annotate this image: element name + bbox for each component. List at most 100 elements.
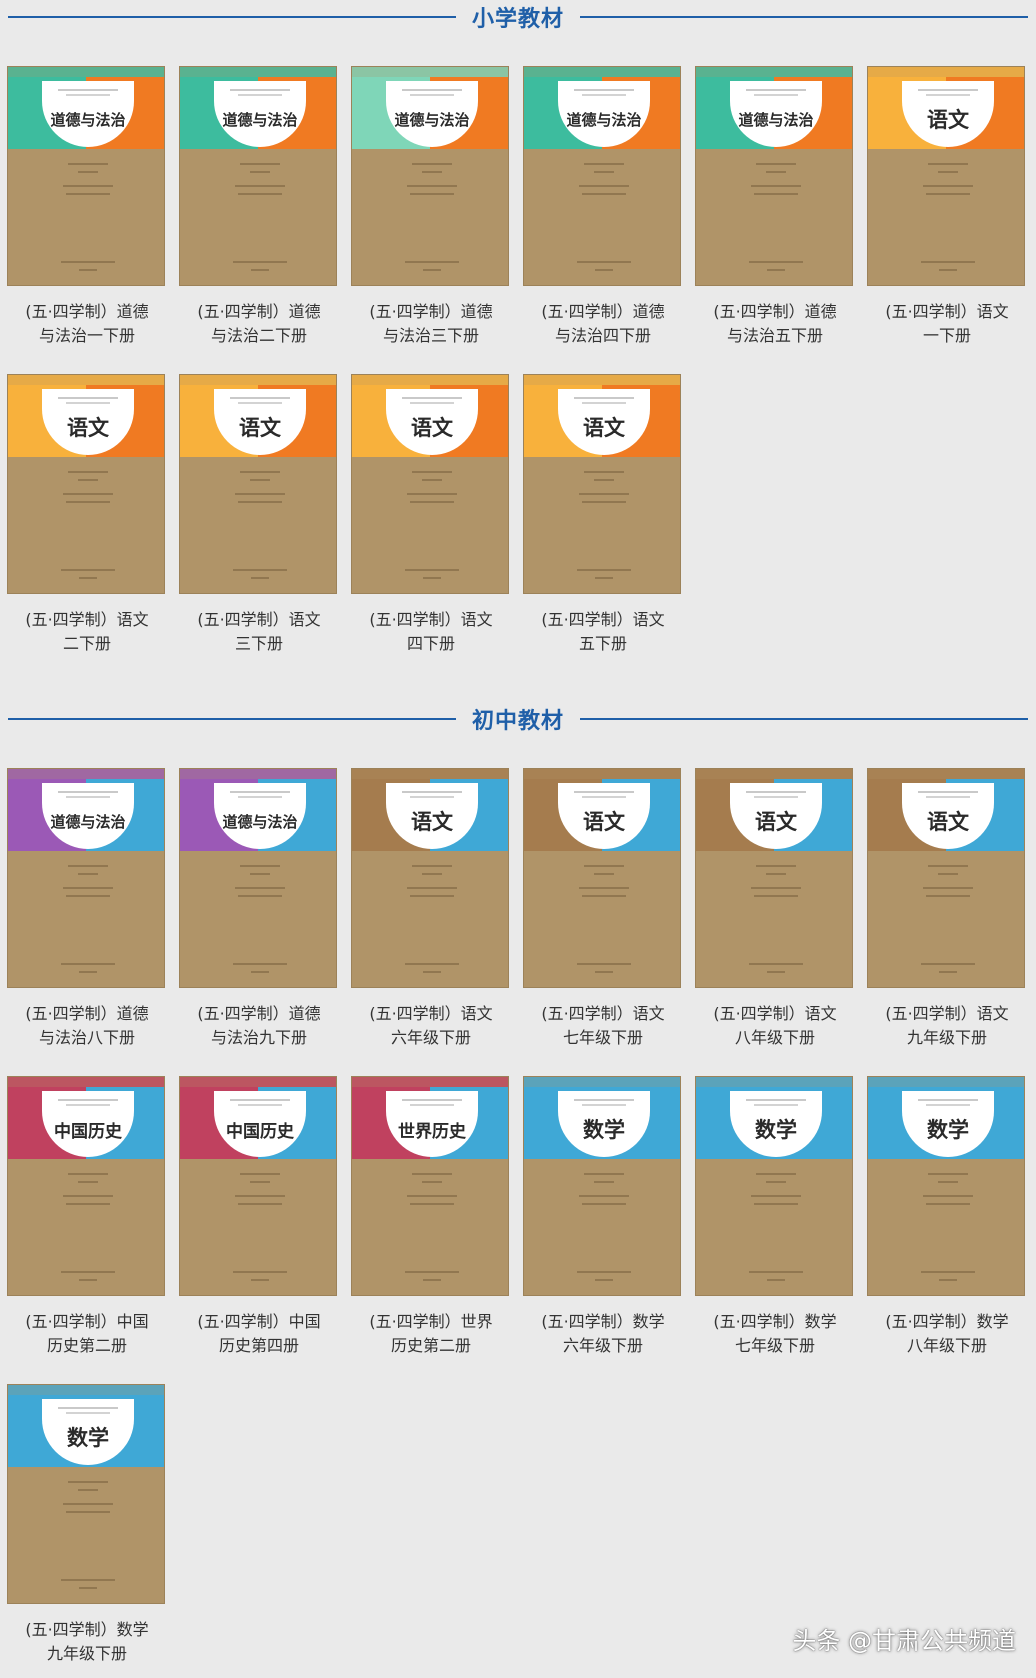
book-cover[interactable]: 道德与法治 — [7, 66, 165, 286]
book-caption-line2: 四下册 — [406, 634, 455, 653]
cover-subject-text: 语文 — [927, 809, 969, 834]
book-cover[interactable]: 道德与法治 — [351, 66, 509, 286]
book-cover[interactable]: 数学 — [867, 1076, 1025, 1296]
book-item[interactable]: 语文 (五·四学制）语文 七年级下册 — [523, 768, 683, 1050]
section-title-junior: 初中教材 — [472, 709, 565, 734]
book-caption[interactable]: (五·四学制）道德 与法治二下册 — [179, 300, 339, 348]
cover-grade-line — [928, 163, 968, 165]
cover-grade-line — [240, 163, 280, 165]
book-caption[interactable]: (五·四学制）道德 与法治九下册 — [179, 1002, 339, 1050]
cover-grade-line — [412, 865, 452, 867]
cover-publisher-line — [921, 1271, 975, 1273]
cover-top-strip — [352, 769, 508, 779]
book-item[interactable]: 道德与法治 (五·四学制）道德 与法治三下册 — [351, 66, 511, 348]
book-item[interactable]: 道德与法治 (五·四学制）道德 与法治一下册 — [7, 66, 167, 348]
book-cover[interactable]: 语文 — [523, 374, 681, 594]
book-cover[interactable]: 道德与法治 — [7, 768, 165, 988]
book-item[interactable]: 数学 (五·四学制）数学 八年级下册 — [867, 1076, 1027, 1358]
book-caption[interactable]: (五·四学制）语文 三下册 — [179, 608, 339, 656]
book-caption[interactable]: (五·四学制）数学 七年级下册 — [695, 1310, 855, 1358]
book-caption[interactable]: (五·四学制）语文 一下册 — [867, 300, 1027, 348]
book-caption[interactable]: (五·四学制）语文 四下册 — [351, 608, 511, 656]
book-caption[interactable]: (五·四学制）中国 历史第二册 — [7, 1310, 167, 1358]
book-caption-line1: (五·四学制）语文 — [369, 1004, 493, 1023]
cover-grade-line — [766, 171, 786, 173]
book-cover[interactable]: 语文 — [867, 768, 1025, 988]
cover-grade-line — [422, 171, 442, 173]
book-item[interactable]: 语文 (五·四学制）语文 三下册 — [179, 374, 339, 656]
book-item[interactable]: 数学 (五·四学制）数学 七年级下册 — [695, 1076, 855, 1358]
book-item[interactable]: 语文 (五·四学制）语文 五下册 — [523, 374, 683, 656]
cover-subject-text: 语文 — [927, 107, 969, 132]
book-caption[interactable]: (五·四学制）语文 五下册 — [523, 608, 683, 656]
book-caption[interactable]: (五·四学制）数学 八年级下册 — [867, 1310, 1027, 1358]
book-cover[interactable]: 道德与法治 — [179, 66, 337, 286]
book-item[interactable]: 道德与法治 (五·四学制）道德 与法治八下册 — [7, 768, 167, 1050]
book-cover[interactable]: 道德与法治 — [695, 66, 853, 286]
cover-publisher-line — [749, 261, 803, 263]
book-item[interactable]: 道德与法治 (五·四学制）道德 与法治二下册 — [179, 66, 339, 348]
cover-subject-text: 语文 — [67, 415, 109, 440]
book-caption[interactable]: (五·四学制）道德 与法治四下册 — [523, 300, 683, 348]
book-item[interactable]: 语文 (五·四学制）语文 一下册 — [867, 66, 1027, 348]
book-caption[interactable]: (五·四学制）数学 六年级下册 — [523, 1310, 683, 1358]
book-item[interactable]: 语文 (五·四学制）语文 六年级下册 — [351, 768, 511, 1050]
cover-grade-line — [250, 479, 270, 481]
cover-label-line — [238, 94, 282, 96]
cover-grade-line — [412, 1173, 452, 1175]
book-caption[interactable]: (五·四学制）数学 九年级下册 — [7, 1618, 167, 1666]
book-cover[interactable]: 数学 — [695, 1076, 853, 1296]
cover-publisher-line — [423, 269, 441, 271]
book-cover[interactable]: 语文 — [179, 374, 337, 594]
book-item[interactable]: 道德与法治 (五·四学制）道德 与法治五下册 — [695, 66, 855, 348]
book-caption[interactable]: (五·四学制）语文 八年级下册 — [695, 1002, 855, 1050]
watermark: 头条 @甘肃公共频道 — [792, 1627, 1016, 1655]
cover-top-strip — [180, 375, 336, 385]
book-caption-line2: 三下册 — [234, 634, 283, 653]
book-cover[interactable]: 语文 — [695, 768, 853, 988]
book-cover[interactable]: 语文 — [7, 374, 165, 594]
book-item[interactable]: 道德与法治 (五·四学制）道德 与法治四下册 — [523, 66, 683, 348]
book-caption-line1: (五·四学制）道德 — [713, 302, 837, 321]
book-item[interactable]: 语文 (五·四学制）语文 四下册 — [351, 374, 511, 656]
book-cover[interactable]: 道德与法治 — [179, 768, 337, 988]
book-cover[interactable]: 中国历史 — [179, 1076, 337, 1296]
cover-label-line — [66, 402, 110, 404]
book-item[interactable]: 道德与法治 (五·四学制）道德 与法治九下册 — [179, 768, 339, 1050]
book-caption[interactable]: (五·四学制）语文 九年级下册 — [867, 1002, 1027, 1050]
book-item[interactable]: 语文 (五·四学制）语文 九年级下册 — [867, 768, 1027, 1050]
cover-subject-text: 数学 — [583, 1117, 625, 1142]
cover-publisher-line — [423, 577, 441, 579]
cover-grade-line — [594, 171, 614, 173]
book-cover[interactable]: 中国历史 — [7, 1076, 165, 1296]
book-caption[interactable]: (五·四学制）世界 历史第二册 — [351, 1310, 511, 1358]
cover-label-line — [402, 791, 462, 793]
cover-subject-text: 语文 — [583, 809, 625, 834]
book-item[interactable]: 世界历史 (五·四学制）世界 历史第二册 — [351, 1076, 511, 1358]
book-cover[interactable]: 语文 — [351, 374, 509, 594]
book-caption[interactable]: (五·四学制）语文 二下册 — [7, 608, 167, 656]
book-cover[interactable]: 数学 — [7, 1384, 165, 1604]
book-caption[interactable]: (五·四学制）道德 与法治三下册 — [351, 300, 511, 348]
cover-editor-line — [235, 185, 285, 187]
book-item[interactable]: 中国历史 (五·四学制）中国 历史第四册 — [179, 1076, 339, 1358]
book-cover[interactable]: 数学 — [523, 1076, 681, 1296]
book-cover[interactable]: 世界历史 — [351, 1076, 509, 1296]
cover-subject-text: 道德与法治 — [50, 110, 126, 129]
book-caption[interactable]: (五·四学制）语文 六年级下册 — [351, 1002, 511, 1050]
book-item[interactable]: 数学 (五·四学制）数学 九年级下册 — [7, 1384, 167, 1666]
book-cover[interactable]: 语文 — [351, 768, 509, 988]
book-cover[interactable]: 语文 — [523, 768, 681, 988]
book-caption[interactable]: (五·四学制）道德 与法治五下册 — [695, 300, 855, 348]
book-caption[interactable]: (五·四学制）语文 七年级下册 — [523, 1002, 683, 1050]
book-caption-line2: 七年级下册 — [562, 1028, 643, 1047]
book-caption[interactable]: (五·四学制）中国 历史第四册 — [179, 1310, 339, 1358]
book-item[interactable]: 语文 (五·四学制）语文 二下册 — [7, 374, 167, 656]
book-item[interactable]: 中国历史 (五·四学制）中国 历史第二册 — [7, 1076, 167, 1358]
book-item[interactable]: 数学 (五·四学制）数学 六年级下册 — [523, 1076, 683, 1358]
book-caption[interactable]: (五·四学制）道德 与法治一下册 — [7, 300, 167, 348]
book-cover[interactable]: 语文 — [867, 66, 1025, 286]
book-item[interactable]: 语文 (五·四学制）语文 八年级下册 — [695, 768, 855, 1050]
book-cover[interactable]: 道德与法治 — [523, 66, 681, 286]
book-caption[interactable]: (五·四学制）道德 与法治八下册 — [7, 1002, 167, 1050]
